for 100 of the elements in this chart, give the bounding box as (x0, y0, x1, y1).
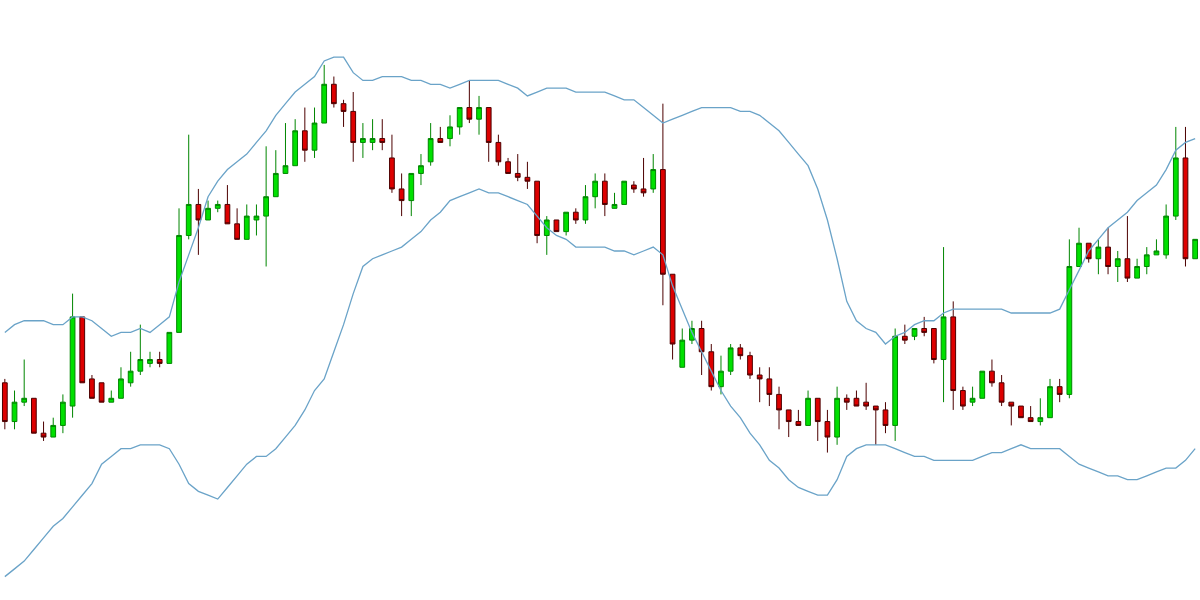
candlestick (592, 172, 599, 209)
candlestick (427, 122, 434, 167)
candlestick (601, 172, 608, 217)
candlestick (408, 172, 415, 217)
candlestick (989, 359, 995, 388)
candlestick (708, 343, 715, 392)
candlestick (485, 107, 492, 163)
candlestick (553, 219, 560, 233)
candlestick (466, 79, 473, 124)
candlestick (176, 207, 182, 333)
candlestick (263, 145, 269, 267)
candlestick (456, 107, 463, 136)
candlestick (369, 118, 376, 151)
candlestick (766, 366, 773, 407)
candlestick (921, 316, 928, 337)
candlestick (1105, 227, 1111, 275)
candlestick (98, 382, 105, 403)
candlestick (631, 180, 637, 194)
candlestick (11, 390, 18, 430)
candlestick (776, 386, 782, 430)
candlestick (1114, 250, 1121, 283)
candlestick (1172, 126, 1179, 221)
candlestick (79, 316, 86, 384)
candlestick (563, 211, 569, 236)
candlestick (1163, 203, 1169, 260)
candlestick (292, 118, 299, 167)
candlestick (1066, 238, 1073, 399)
candlestick (137, 324, 144, 376)
candlestick (311, 107, 318, 159)
candlestick (476, 95, 482, 136)
candlestick (243, 203, 250, 240)
candlestick (660, 103, 666, 306)
candlestick (398, 172, 405, 217)
candlestick (156, 351, 163, 368)
candlestick (301, 107, 308, 163)
candlestick (747, 351, 753, 380)
candlestick (1027, 405, 1034, 423)
candlestick (495, 134, 502, 167)
candlestick (679, 328, 686, 368)
candlestick (40, 421, 47, 442)
candlestick (340, 99, 347, 128)
candlestick (960, 386, 966, 411)
candlestick (785, 409, 792, 438)
candlestick (650, 153, 657, 194)
candlestick (698, 320, 705, 376)
candlestick (524, 161, 531, 190)
candlestick (727, 343, 734, 376)
candlestick (1018, 405, 1024, 419)
candlestick (998, 374, 1005, 407)
candlestick (853, 390, 860, 407)
candlestick (389, 134, 395, 194)
candlestick (814, 397, 821, 442)
candlestick (805, 390, 811, 426)
candlestick (611, 192, 618, 209)
candlestick (195, 188, 202, 256)
candlestick (969, 386, 976, 407)
candlestick (572, 207, 579, 225)
candlestick (534, 180, 540, 244)
candlestick (350, 91, 357, 163)
candlestick (418, 153, 424, 186)
candlestick (892, 328, 899, 442)
candlestick (882, 401, 889, 434)
candlestick (360, 122, 366, 159)
candlestick (931, 328, 937, 364)
candlestick (737, 343, 744, 361)
candlestick (1143, 246, 1150, 275)
candlestick (756, 366, 763, 403)
candlestick (89, 374, 95, 399)
candlestick (118, 366, 124, 399)
candlestick (31, 397, 37, 434)
candlestick (901, 324, 908, 345)
candlestick (127, 351, 134, 388)
candlestick (669, 273, 676, 361)
candlestick (863, 382, 869, 411)
candlestick (1153, 238, 1160, 256)
candlestick (379, 118, 386, 151)
candlestick (21, 359, 28, 407)
candlestick (582, 184, 589, 225)
candlestick (166, 331, 173, 364)
candlestick (321, 64, 328, 124)
candlestick (1056, 378, 1063, 403)
candlestick (272, 149, 279, 198)
candlestick (224, 184, 231, 225)
candlestick (253, 203, 260, 236)
candlestick (437, 126, 444, 143)
candlestick (950, 300, 957, 411)
candlestick (1095, 238, 1102, 275)
candlestick (824, 409, 831, 454)
candlestick (640, 157, 647, 198)
candlestick (911, 328, 918, 341)
candlestick (979, 370, 986, 399)
candlestick (543, 215, 550, 256)
candlestick (795, 409, 802, 426)
candlestick (108, 390, 115, 403)
candlestick (60, 393, 66, 434)
candlestick (1047, 378, 1053, 419)
candlestick (505, 157, 511, 174)
candlestick (50, 417, 57, 438)
candlestick (1124, 215, 1131, 283)
candlestick (940, 246, 947, 403)
